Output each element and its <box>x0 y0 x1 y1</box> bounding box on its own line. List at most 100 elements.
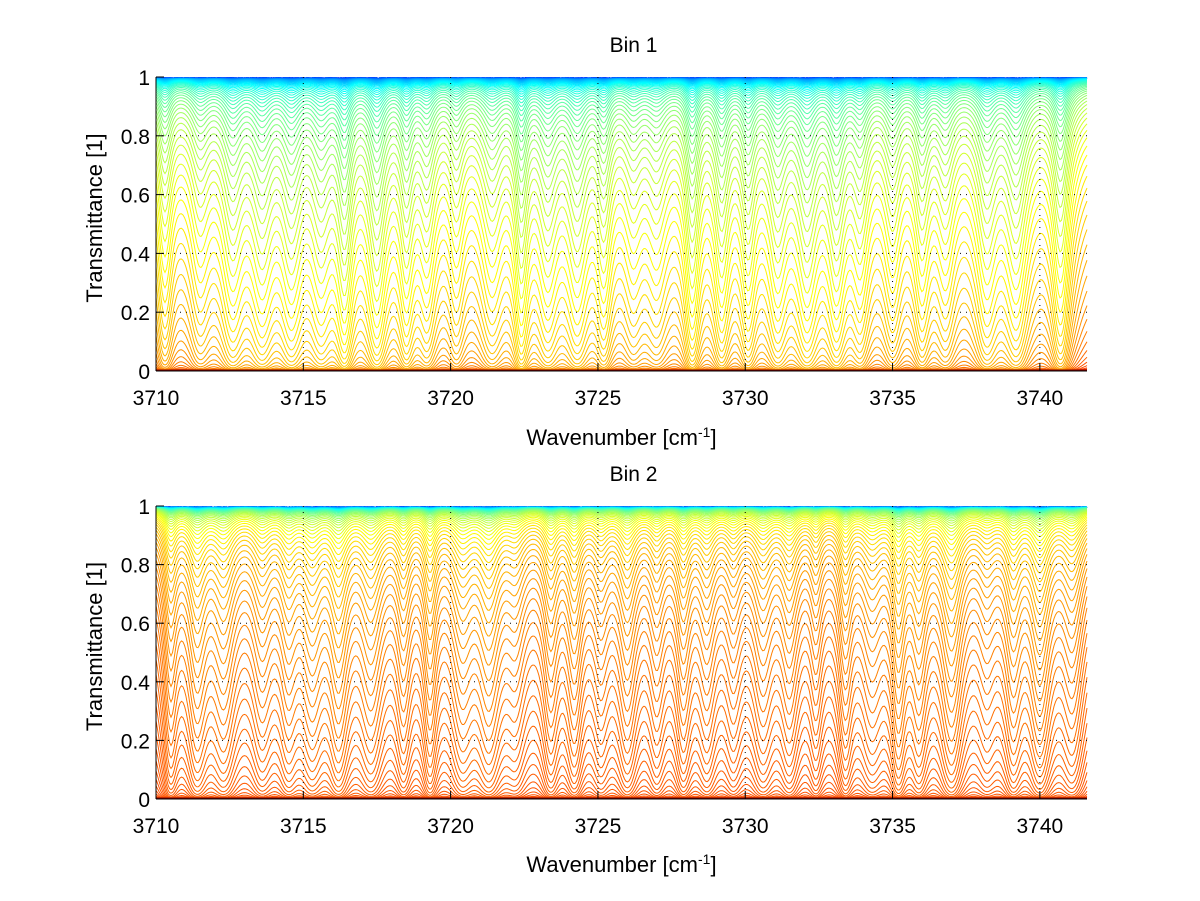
spectrum-line <box>155 559 1088 679</box>
spectrum-line <box>155 617 1088 764</box>
spectrum-line <box>155 510 1088 526</box>
spectrum-line <box>155 94 1088 181</box>
axes: 3710 3715 3720 3725 3730 3735 3740 0 0.2 0.4 0.6 0.… <box>121 496 1087 838</box>
y-tick-label: 0.6 <box>121 613 150 636</box>
plot-title: Bin 1 <box>610 34 658 57</box>
x-axis-label-suffix: ] <box>710 852 716 877</box>
x-axis-label-suffix: ] <box>710 425 716 450</box>
y-tick-label: 0.8 <box>121 126 150 149</box>
subplot-bin-1: 3710 3715 3720 3725 3730 3735 3740 0 0.2 0.4 0.6 0.… <box>82 34 1088 450</box>
spectrum-line <box>155 524 1088 578</box>
spectrum-line <box>155 145 1088 324</box>
spectrum-line <box>155 507 1088 515</box>
spectrum-line <box>155 214 1088 367</box>
spectrum-line <box>155 117 1088 266</box>
spectrum-line <box>155 584 1088 725</box>
spectrum-line <box>155 79 1088 95</box>
spectra-lines <box>155 505 1088 799</box>
spectrum-line <box>155 290 1088 371</box>
spectrum-line <box>155 244 1088 370</box>
spectrum-line <box>155 566 1088 694</box>
spectrum-line <box>155 331 1088 371</box>
spectrum-line <box>155 123 1088 282</box>
y-axis-label: Transmittance [1] <box>82 562 107 731</box>
spectrum-line <box>155 521 1088 570</box>
spectrum-line <box>155 112 1088 250</box>
y-tick-label: 0.8 <box>121 555 150 578</box>
x-tick-label: 3740 <box>1017 815 1064 838</box>
spectrum-line <box>155 175 1088 354</box>
spectrum-line <box>155 605 1088 752</box>
spectrum-line <box>155 82 1088 111</box>
x-axis-label: Wavenumber [cm-1] <box>526 851 716 877</box>
y-tick-label: 0.4 <box>121 672 151 695</box>
spectrum-line <box>155 509 1088 524</box>
y-tick-label: 0.2 <box>121 302 150 325</box>
x-axis-label-main: Wavenumber [cm <box>526 425 698 450</box>
spectrum-line <box>155 734 1088 799</box>
spectrum-line <box>155 164 1088 346</box>
spectrum-line <box>155 80 1088 100</box>
spectrum-line <box>155 705 1088 797</box>
spectrum-line <box>155 79 1088 97</box>
spectrum-line <box>155 511 1088 532</box>
spectrum-line <box>155 108 1088 235</box>
spectrum-line <box>155 187 1088 360</box>
spectrum-line <box>155 87 1088 141</box>
spectrum-line <box>155 260 1088 371</box>
spectrum-line <box>155 508 1088 517</box>
x-axis-label-sup: -1 <box>698 424 711 440</box>
spectrum-line <box>155 513 1088 540</box>
x-tick-label: 3720 <box>427 815 474 838</box>
spectrum-line <box>155 720 1088 798</box>
plot-title: Bin 2 <box>610 463 658 486</box>
spectrum-line <box>155 526 1088 588</box>
spectrum-line <box>155 516 1088 550</box>
spectrum-line <box>155 674 1088 792</box>
spectrum-line <box>155 200 1088 364</box>
y-axis-label: Transmittance [1] <box>82 133 107 302</box>
spectrum-line <box>155 541 1088 635</box>
spectrum-line <box>155 100 1088 206</box>
spectrum-line <box>155 90 1088 159</box>
x-axis-label: Wavenumber [cm-1] <box>526 424 716 450</box>
spectrum-line <box>155 659 1088 788</box>
grid-lines <box>156 506 1087 799</box>
spectrum-line <box>155 78 1088 91</box>
y-tick-label: 1 <box>138 496 150 519</box>
spectrum-line <box>155 80 1088 103</box>
spectrum-line <box>155 533 1088 609</box>
spectrum-line <box>155 129 1088 297</box>
x-tick-label: 3715 <box>280 387 327 410</box>
spectrum-line <box>155 509 1088 522</box>
spectrum-line <box>155 517 1088 555</box>
x-tick-label: 3720 <box>427 387 474 410</box>
x-tick-label: 3740 <box>1017 387 1064 410</box>
spectrum-line <box>155 529 1088 598</box>
spectrum-line <box>155 154 1088 336</box>
spectrum-line <box>155 92 1088 169</box>
spectrum-line <box>155 689 1088 795</box>
spectrum-line <box>155 84 1088 127</box>
spectrum-line <box>155 79 1087 92</box>
subplot-bin-2: 3710 3715 3720 3725 3730 3735 3740 0 0.2 0.4 0.6 0.… <box>82 463 1088 877</box>
axes: 3710 3715 3720 3725 3730 3735 3740 0 0.2 0.4 0.6 0.… <box>121 67 1087 410</box>
spectrum-line <box>155 508 1088 518</box>
x-tick-label: 3715 <box>280 815 327 838</box>
spectrum-line <box>155 547 1088 649</box>
y-tick-label: 1 <box>138 67 150 90</box>
y-tick-label: 0.2 <box>121 730 150 753</box>
x-tick-label: 3730 <box>722 387 769 410</box>
spectrum-line <box>155 78 1088 89</box>
spectrum-line <box>155 514 1088 544</box>
spectrum-line <box>155 508 1088 520</box>
y-tick-label: 0 <box>138 789 150 812</box>
spectrum-line <box>155 97 1088 193</box>
spectrum-line <box>155 630 1088 774</box>
x-tick-label: 3735 <box>869 815 916 838</box>
spectrum-line <box>155 512 1088 535</box>
y-tick-label: 0.6 <box>121 185 150 208</box>
x-tick-label: 3735 <box>869 387 916 410</box>
spectrum-line <box>155 594 1088 739</box>
